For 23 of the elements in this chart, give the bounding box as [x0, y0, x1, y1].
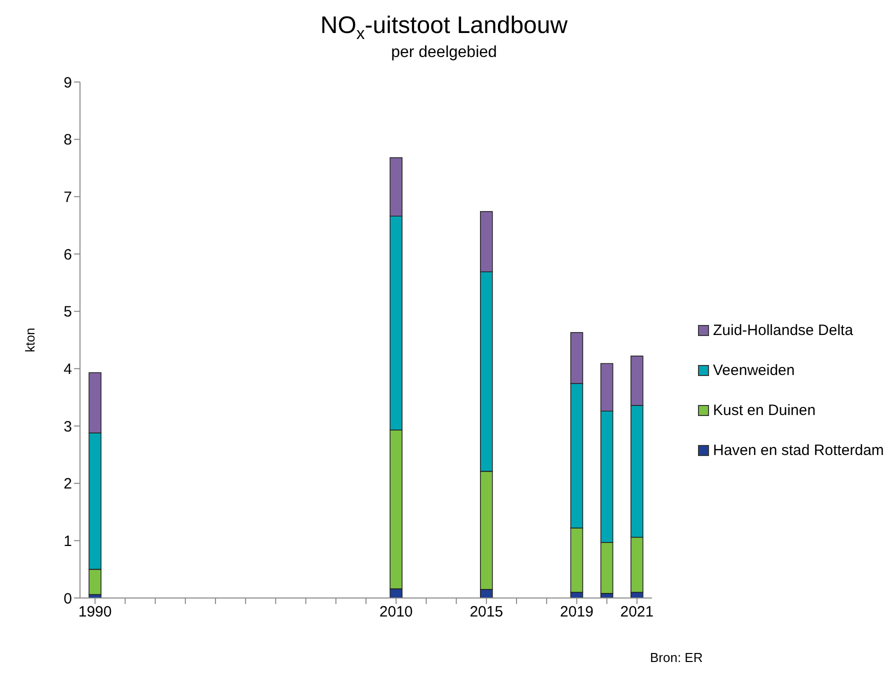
legend-label: Zuid-Hollandse Delta — [712, 320, 854, 340]
x-tick-label: 2015 — [470, 604, 504, 621]
legend-label: Haven en stad Rotterdam — [712, 440, 884, 460]
y-tick-label: 3 — [64, 418, 72, 436]
legend-label: Veenweiden — [712, 360, 796, 380]
y-tick-label: 1 — [64, 532, 72, 550]
x-tick-label: 2021 — [620, 604, 654, 621]
text: Bron: ER — [650, 650, 703, 665]
y-tick-label: 5 — [64, 304, 72, 321]
chart-title: NO$_{x}$-uitstoot Landbouw — [320, 12, 568, 43]
y-tick-label: 4 — [64, 360, 72, 378]
x-tick-label: 1990 — [78, 604, 112, 621]
y-tick-label: 0 — [64, 590, 72, 608]
y-tick-label: 8 — [64, 132, 72, 149]
y-tick-label: 9 — [64, 74, 72, 92]
legend-label: Kust en Duinen — [712, 400, 817, 420]
y-axis-title: kton — [22, 328, 38, 352]
y-tick-label: 2 — [64, 476, 72, 493]
x-tick-label: 2019 — [560, 604, 594, 621]
x-tick-label: 2010 — [379, 604, 413, 621]
y-tick-label: 6 — [64, 246, 72, 264]
y-tick-label: 7 — [64, 188, 72, 206]
chart-subtitle: per deelgebied — [390, 44, 498, 62]
